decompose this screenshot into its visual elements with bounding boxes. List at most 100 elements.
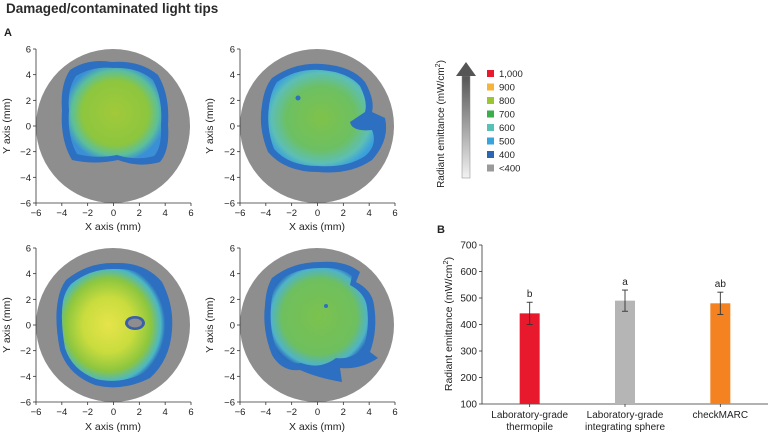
bar-y-tick-label: 400 <box>460 320 477 331</box>
x-tick-label: 4 <box>367 208 372 219</box>
legend-label: 600 <box>499 123 515 134</box>
x-axis-label: X axis (mm) <box>85 421 141 433</box>
bar <box>519 313 540 404</box>
beam-map-bottom-left: −6 −4 −2 0 2 4 6 −6 −4 −2 0 2 4 6 X axis (mm) Y axis… <box>1 244 194 434</box>
y-tick-label: 2 <box>26 295 31 306</box>
bar-chart-marks: bLaboratory-gradethermopileaLaboratory-g… <box>491 277 748 433</box>
y-tick-label: 4 <box>230 70 235 81</box>
y-tick-label: 4 <box>230 269 235 280</box>
x-tick-label: 4 <box>163 208 168 219</box>
y-tick-label: 6 <box>26 244 31 255</box>
legend-swatch <box>487 164 494 172</box>
x-tick-label: 2 <box>341 407 346 418</box>
x-tick-label: −6 <box>31 208 42 219</box>
legend-label: 700 <box>499 109 515 120</box>
x-axis-label: X axis (mm) <box>289 421 345 433</box>
x-tick-label: 2 <box>341 208 346 219</box>
legend-axis-title: Radiant emittance (mW/cm2) <box>435 60 447 188</box>
legend-swatch <box>487 151 494 158</box>
spot-hole <box>128 318 142 328</box>
x-tick-label: 2 <box>137 208 142 219</box>
x-tick-label: −2 <box>286 208 297 219</box>
y-tick-label: 0 <box>230 321 235 332</box>
x-tick-label: 0 <box>315 208 320 219</box>
significance-label: ab <box>715 279 727 290</box>
beam-map-top-right: −6 −4 −2 0 2 4 6 −6 −4 −2 0 2 4 6 X axis (mm) Y axis… <box>204 45 398 234</box>
bar-y-tick-label: 100 <box>460 400 477 411</box>
x-tick-label: −4 <box>56 407 67 418</box>
y-tick-label: −6 <box>20 398 31 409</box>
x-tick-label: −6 <box>31 407 42 418</box>
bar-y-tick-label: 600 <box>460 267 477 278</box>
y-axis-label: Y axis (mm) <box>204 98 216 154</box>
y-tick-label: −6 <box>224 398 235 409</box>
y-tick-label: −4 <box>20 372 31 383</box>
legend-swatch <box>487 137 494 145</box>
legend-label: 900 <box>499 82 515 93</box>
x-axis-label: X axis (mm) <box>289 221 345 233</box>
beam-map-top-left: −6 −4 −2 0 2 4 6 −6 −4 −2 0 2 4 6 X axis (mm) Y axis… <box>1 45 194 234</box>
category-label: Laboratory-grade <box>491 410 568 421</box>
x-tick-label: −2 <box>82 407 93 418</box>
beam-spot <box>270 267 368 366</box>
bar-y-tick-label: 700 <box>460 241 477 252</box>
legend-swatch <box>487 97 494 104</box>
legend-label: 500 <box>499 136 515 147</box>
y-axis-label: Y axis (mm) <box>204 297 216 353</box>
x-tick-label: 4 <box>163 407 168 418</box>
x-axis-label: X axis (mm) <box>85 221 141 233</box>
category-label: Laboratory-grade <box>587 410 664 421</box>
x-tick-label: 6 <box>392 208 397 219</box>
y-axis-label: Y axis (mm) <box>1 98 13 154</box>
beam-map-bottom-right: −6 −4 −2 0 2 4 6 −6 −4 −2 0 2 4 6 X axis (mm) Y axis… <box>204 244 398 434</box>
category-label: checkMARC <box>693 410 749 421</box>
legend-label: 400 <box>499 150 515 161</box>
y-tick-label: −2 <box>224 147 235 158</box>
y-tick-label: 2 <box>230 295 235 306</box>
legend-label: 1,000 <box>499 69 523 80</box>
bar-chart: Radiant emittance (mW/cm2) 100 200 300 400 5… <box>441 241 768 433</box>
significance-label: a <box>622 277 628 288</box>
x-tick-label: 6 <box>392 407 397 418</box>
y-axis-label: Y axis (mm) <box>1 297 13 353</box>
x-tick-label: 6 <box>188 407 193 418</box>
y-tick-label: −2 <box>20 147 31 158</box>
bar <box>615 300 635 404</box>
legend-swatch <box>487 124 494 131</box>
y-tick-label: 6 <box>26 45 31 56</box>
category-label: integrating sphere <box>585 422 665 433</box>
bar-y-tick-label: 300 <box>460 347 477 358</box>
y-tick-label: −4 <box>224 173 235 184</box>
legend-arrow-head <box>456 62 476 76</box>
bar-y-tick-label: 500 <box>460 294 477 305</box>
y-tick-label: 6 <box>230 45 235 56</box>
legend-entries: 1,000 900 800 700 600 500 400 <400 <box>487 69 523 174</box>
y-tick-label: 4 <box>26 70 31 81</box>
y-tick-label: 6 <box>230 244 235 255</box>
panel-b-label: B <box>437 224 445 236</box>
beam-spot <box>61 268 166 381</box>
category-label: thermopile <box>506 422 553 433</box>
x-tick-label: 0 <box>111 407 116 418</box>
spot-defect <box>295 95 301 101</box>
y-tick-label: 0 <box>26 321 31 332</box>
y-tick-label: −4 <box>224 372 235 383</box>
legend-label: <400 <box>499 163 520 174</box>
panel-a-label: A <box>4 27 12 39</box>
x-tick-label: 4 <box>367 407 372 418</box>
x-tick-label: 0 <box>111 208 116 219</box>
figure-title: Damaged/contaminated light tips <box>6 1 219 16</box>
y-tick-label: −6 <box>224 199 235 210</box>
x-tick-label: −2 <box>286 407 297 418</box>
legend-label: 800 <box>499 96 515 107</box>
legend-swatch <box>487 70 494 77</box>
legend: Radiant emittance (mW/cm2) 1,000 900 800 70… <box>435 60 523 188</box>
x-tick-label: 6 <box>188 208 193 219</box>
bar-y-tick-label: 200 <box>460 373 477 384</box>
x-tick-label: −4 <box>260 407 271 418</box>
x-tick-label: 2 <box>137 407 142 418</box>
y-tick-label: 0 <box>26 122 31 133</box>
bar <box>710 303 731 404</box>
bar-chart-y-label: Radiant emittance (mW/cm2) <box>441 257 455 391</box>
